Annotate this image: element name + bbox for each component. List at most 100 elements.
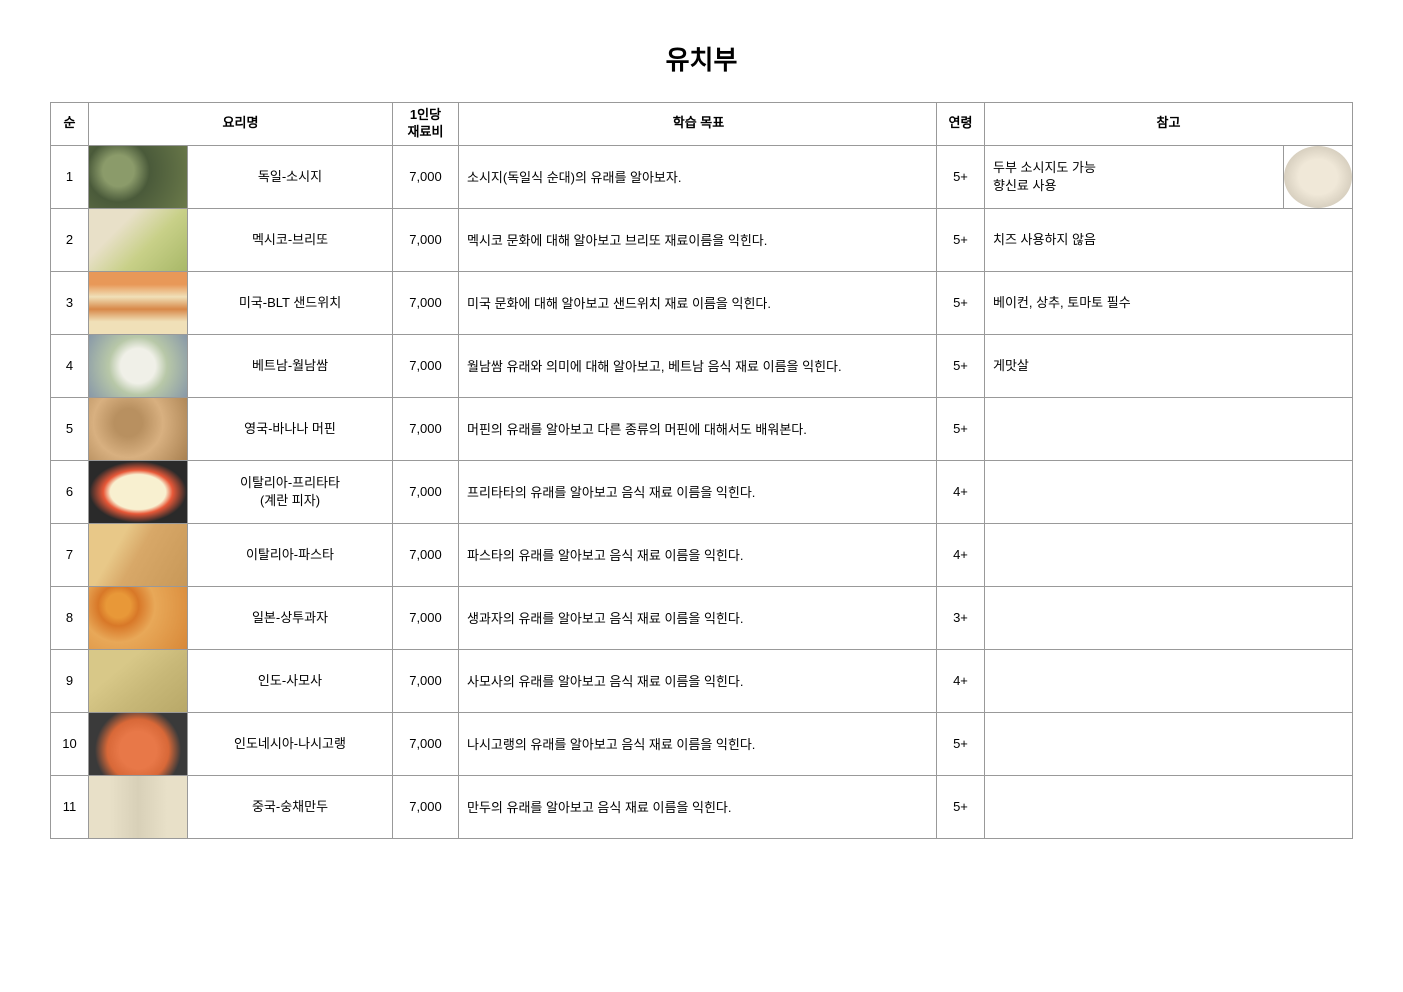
cell-name: 멕시코-브리또: [188, 208, 393, 271]
cell-num: 9: [51, 649, 89, 712]
cell-note: 게맛살: [985, 334, 1353, 397]
cell-name: 이탈리아-파스타: [188, 523, 393, 586]
table-row: 11 중국-숭채만두7,000만두의 유래를 알아보고 음식 재료 이름을 익힌다…: [51, 775, 1353, 838]
cell-goal: 생과자의 유래를 알아보고 음식 재료 이름을 익힌다.: [459, 586, 937, 649]
cell-goal: 만두의 유래를 알아보고 음식 재료 이름을 익힌다.: [459, 775, 937, 838]
cell-goal: 머핀의 유래를 알아보고 다른 종류의 머핀에 대해서도 배워본다.: [459, 397, 937, 460]
cell-num: 3: [51, 271, 89, 334]
reference-image: [1284, 146, 1352, 208]
table-row: 6 이탈리아-프리타타 (계란 피자)7,000프리타타의 유래를 알아보고 음식…: [51, 460, 1353, 523]
cell-age: 5+: [937, 334, 985, 397]
cell-cost: 7,000: [393, 334, 459, 397]
food-image: [89, 209, 187, 271]
cell-goal: 파스타의 유래를 알아보고 음식 재료 이름을 익힌다.: [459, 523, 937, 586]
cell-cost: 7,000: [393, 586, 459, 649]
cell-cost: 7,000: [393, 712, 459, 775]
table-row: 9 인도-사모사7,000사모사의 유래를 알아보고 음식 재료 이름을 익힌다.…: [51, 649, 1353, 712]
cell-goal: 소시지(독일식 순대)의 유래를 알아보자.: [459, 145, 937, 208]
cell-num: 6: [51, 460, 89, 523]
cell-name: 베트남-월남쌈: [188, 334, 393, 397]
cell-age: 5+: [937, 397, 985, 460]
cell-cost: 7,000: [393, 145, 459, 208]
cell-image: [89, 271, 188, 334]
table-row: 3 미국-BLT 샌드위치7,000미국 문화에 대해 알아보고 샌드위치 재료 …: [51, 271, 1353, 334]
cell-num: 4: [51, 334, 89, 397]
food-image: [89, 587, 187, 649]
cell-age: 5+: [937, 271, 985, 334]
food-image: [89, 776, 187, 838]
food-image: [89, 524, 187, 586]
cell-note: 치즈 사용하지 않음: [985, 208, 1353, 271]
cell-note: [985, 712, 1353, 775]
cell-name: 인도-사모사: [188, 649, 393, 712]
cell-num: 2: [51, 208, 89, 271]
cell-goal: 멕시코 문화에 대해 알아보고 브리또 재료이름을 익힌다.: [459, 208, 937, 271]
cell-goal: 사모사의 유래를 알아보고 음식 재료 이름을 익힌다.: [459, 649, 937, 712]
food-image: [89, 461, 187, 523]
cell-goal: 나시고랭의 유래를 알아보고 음식 재료 이름을 익힌다.: [459, 712, 937, 775]
cell-name: 독일-소시지: [188, 145, 393, 208]
cell-age: 3+: [937, 586, 985, 649]
header-name: 요리명: [89, 103, 393, 146]
cell-cost: 7,000: [393, 523, 459, 586]
cell-goal: 월남쌈 유래와 의미에 대해 알아보고, 베트남 음식 재료 이름을 익힌다.: [459, 334, 937, 397]
header-age: 연령: [937, 103, 985, 146]
food-image: [89, 272, 187, 334]
table-row: 8 일본-상투과자7,000생과자의 유래를 알아보고 음식 재료 이름을 익힌다…: [51, 586, 1353, 649]
cell-name: 이탈리아-프리타타 (계란 피자): [188, 460, 393, 523]
cell-name: 미국-BLT 샌드위치: [188, 271, 393, 334]
table-row: 5 영국-바나나 머핀7,000머핀의 유래를 알아보고 다른 종류의 머핀에 대…: [51, 397, 1353, 460]
food-image: [89, 335, 187, 397]
cell-cost: 7,000: [393, 460, 459, 523]
cell-cost: 7,000: [393, 649, 459, 712]
header-num: 순: [51, 103, 89, 146]
cell-cost: 7,000: [393, 397, 459, 460]
cell-cost: 7,000: [393, 271, 459, 334]
cell-age: 5+: [937, 208, 985, 271]
table-header-row: 순 요리명 1인당 재료비 학습 목표 연령 참고: [51, 103, 1353, 146]
table-row: 7이탈리아-파스타7,000파스타의 유래를 알아보고 음식 재료 이름을 익힌…: [51, 523, 1353, 586]
cell-image: [89, 145, 188, 208]
cell-note: [985, 586, 1353, 649]
cell-note: [985, 397, 1353, 460]
table-row: 10 인도네시아-나시고랭7,000나시고랭의 유래를 알아보고 음식 재료 이름…: [51, 712, 1353, 775]
cell-image: [89, 775, 188, 838]
cell-age: 4+: [937, 460, 985, 523]
food-image: [89, 398, 187, 460]
table-row: 4 베트남-월남쌈7,000월남쌈 유래와 의미에 대해 알아보고, 베트남 음식…: [51, 334, 1353, 397]
cell-image: [89, 586, 188, 649]
cell-image: [89, 523, 188, 586]
cell-image: [89, 208, 188, 271]
header-cost: 1인당 재료비: [393, 103, 459, 146]
cell-num: 11: [51, 775, 89, 838]
cell-goal: 프리타타의 유래를 알아보고 음식 재료 이름을 익힌다.: [459, 460, 937, 523]
cell-age: 5+: [937, 145, 985, 208]
cell-note: [985, 775, 1353, 838]
cell-image: [89, 397, 188, 460]
curriculum-table: 순 요리명 1인당 재료비 학습 목표 연령 참고 1독일-소시지7,000소시…: [50, 102, 1353, 839]
cell-image: [89, 712, 188, 775]
cell-ref-image: [1284, 145, 1353, 208]
cell-cost: 7,000: [393, 208, 459, 271]
cell-num: 5: [51, 397, 89, 460]
table-row: 2 멕시코-브리또7,000멕시코 문화에 대해 알아보고 브리또 재료이름을 익…: [51, 208, 1353, 271]
cell-note: 베이컨, 상추, 토마토 필수: [985, 271, 1353, 334]
cell-num: 10: [51, 712, 89, 775]
cell-note: [985, 649, 1353, 712]
header-goal: 학습 목표: [459, 103, 937, 146]
cell-name: 인도네시아-나시고랭: [188, 712, 393, 775]
cell-image: [89, 460, 188, 523]
cell-image: [89, 649, 188, 712]
cell-age: 5+: [937, 712, 985, 775]
cell-age: 4+: [937, 523, 985, 586]
cell-cost: 7,000: [393, 775, 459, 838]
cell-name: 영국-바나나 머핀: [188, 397, 393, 460]
cell-name: 일본-상투과자: [188, 586, 393, 649]
food-image: [89, 713, 187, 775]
cell-name: 중국-숭채만두: [188, 775, 393, 838]
cell-num: 8: [51, 586, 89, 649]
cell-goal: 미국 문화에 대해 알아보고 샌드위치 재료 이름을 익힌다.: [459, 271, 937, 334]
food-image: [89, 650, 187, 712]
cell-age: 5+: [937, 775, 985, 838]
cell-note: 두부 소시지도 가능 향신료 사용: [985, 145, 1284, 208]
